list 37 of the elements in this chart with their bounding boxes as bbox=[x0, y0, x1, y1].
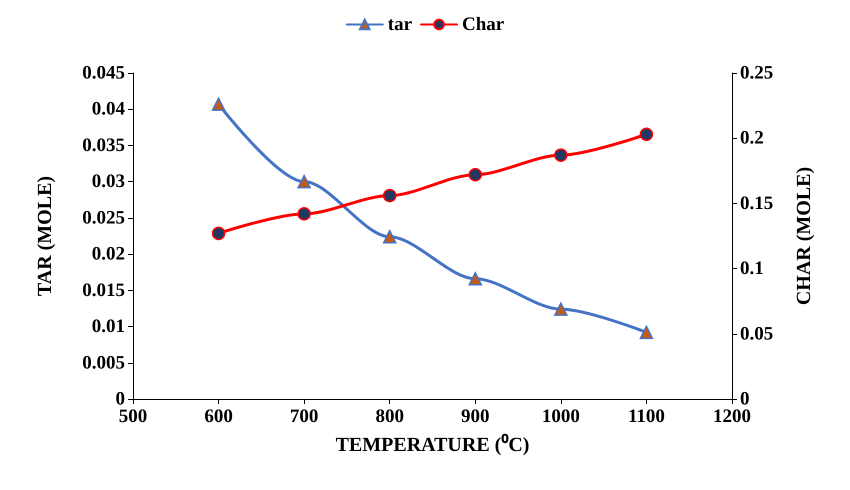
y-tick-label: 0.01 bbox=[92, 316, 125, 338]
legend-label: Char bbox=[462, 14, 505, 35]
y-tick-label: 0.025 bbox=[82, 207, 125, 228]
y2-tick-label: 0.25 bbox=[740, 62, 774, 84]
x-tick-label: 1000 bbox=[542, 406, 580, 427]
point bbox=[468, 168, 482, 182]
point bbox=[212, 226, 226, 240]
point bbox=[382, 230, 396, 244]
y-tick-label: 0.03 bbox=[92, 171, 125, 192]
y2-tick-label: 0.1 bbox=[740, 258, 764, 280]
point bbox=[554, 148, 568, 162]
y2-tick-label: 0.05 bbox=[740, 323, 774, 344]
point bbox=[468, 272, 482, 286]
legend-label: tar bbox=[388, 14, 413, 35]
point bbox=[297, 207, 311, 221]
point bbox=[640, 326, 654, 340]
x-tick-label: 600 bbox=[204, 406, 233, 427]
y-tick-label: 0.015 bbox=[82, 280, 125, 301]
point bbox=[297, 174, 311, 188]
y2-tick-label: 0.2 bbox=[740, 128, 764, 149]
x-tick-label: 800 bbox=[375, 406, 404, 427]
point bbox=[554, 302, 568, 316]
point bbox=[212, 97, 226, 111]
y-tick-label: 0.04 bbox=[92, 98, 126, 120]
y-tick-label: 0.035 bbox=[82, 134, 125, 156]
y2-tick-label: 0.15 bbox=[740, 192, 774, 214]
x-axis-title: TEMPERATURE (⁰C) bbox=[336, 433, 530, 456]
point bbox=[640, 128, 654, 142]
x-tick-label: 900 bbox=[461, 406, 490, 427]
y2-axis-title: CHAR (MOLE) bbox=[793, 166, 815, 306]
y-tick-label: 0.045 bbox=[82, 62, 125, 84]
y-axis-title: TAR (MOLE) bbox=[34, 176, 56, 296]
y-tick-label: 0.005 bbox=[82, 352, 125, 374]
y-tick-label: 0.02 bbox=[92, 244, 125, 265]
point bbox=[382, 188, 396, 202]
x-tick-label: 1100 bbox=[628, 406, 665, 427]
x-tick-label: 700 bbox=[290, 406, 318, 427]
